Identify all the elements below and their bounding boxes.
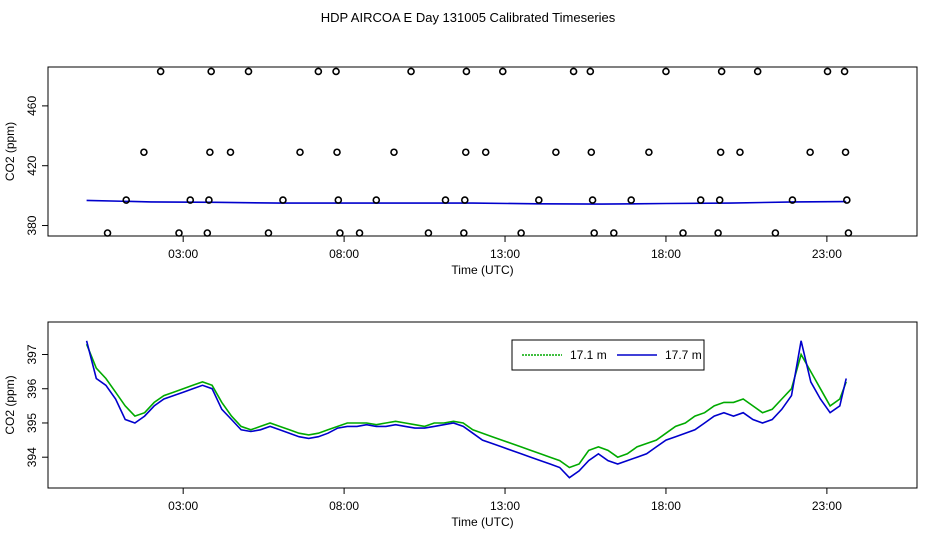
x-tick-label: 13:00 (490, 499, 520, 513)
data-point (264, 229, 273, 237)
data-point (186, 196, 195, 204)
data-point (205, 196, 213, 204)
plot-frame (47, 321, 918, 489)
data-point (226, 148, 235, 157)
data-point (586, 67, 595, 76)
x-axis-label: Time (UTC) (451, 263, 513, 277)
x-tick-label: 23:00 (812, 499, 842, 513)
legend: 17.1 m 17.7 m (511, 339, 705, 371)
data-point (610, 229, 618, 237)
data-point (716, 148, 725, 157)
data-point (336, 229, 344, 237)
y-axis-label: CO2 (ppm) (3, 122, 17, 181)
data-point (462, 67, 471, 76)
x-tick-label: 08:00 (329, 247, 359, 261)
data-point (841, 148, 850, 157)
data-point (460, 229, 468, 237)
data-point (175, 229, 183, 237)
data-point (535, 196, 543, 204)
data-point (771, 229, 780, 237)
y-tick-label: 394 (25, 447, 39, 467)
data-point (460, 196, 469, 204)
data-point (806, 148, 814, 157)
data-point (788, 196, 797, 204)
x-tick-label: 03:00 (168, 499, 198, 513)
data-point (736, 148, 744, 157)
x-axis-label: Time (UTC) (451, 515, 513, 529)
series-line-2 (85, 340, 847, 479)
data-point (844, 229, 853, 237)
data-point (627, 196, 635, 204)
data-point (461, 148, 470, 157)
data-point (569, 67, 578, 76)
data-point (156, 67, 165, 76)
data-point (122, 196, 131, 204)
chart-panel-2: 03:00 08:00 13:00 18:00 23:00 Time (UTC) 394 39… (3, 321, 918, 529)
plot-frame (47, 66, 918, 237)
series-line-1 (85, 343, 847, 469)
data-point (279, 196, 287, 204)
x-tick-label: 18:00 (651, 499, 681, 513)
data-point (424, 229, 433, 237)
y-axis-label: CO2 (ppm) (3, 375, 17, 434)
page-title: HDP AIRCOA E Day 131005 Calibrated Times… (320, 10, 616, 25)
data-point (588, 196, 597, 204)
y-tick-label: 395 (25, 413, 39, 433)
x-tick-label: 03:00 (168, 247, 198, 261)
data-point (390, 148, 398, 157)
data-point (372, 196, 381, 204)
data-point (843, 196, 851, 204)
data-point (103, 229, 112, 237)
data-point (696, 196, 705, 204)
data-point (441, 196, 450, 204)
data-point (332, 67, 340, 76)
data-point (823, 67, 832, 76)
data-point (355, 229, 364, 237)
data-point (717, 67, 726, 76)
data-point (552, 148, 560, 157)
data-point (753, 67, 762, 76)
series-line-1 (86, 199, 847, 205)
data-point (296, 148, 304, 157)
data-point (314, 67, 323, 76)
y-tick-label: 396 (25, 378, 39, 398)
y-tick-label: 420 (25, 155, 39, 175)
chart-panel-1: 03:00 08:00 13:00 18:00 23:00 Time (UTC) 380 42… (3, 66, 918, 277)
data-point (662, 67, 670, 76)
x-tick-label: 13:00 (490, 247, 520, 261)
data-point (498, 67, 507, 76)
data-point (203, 229, 212, 237)
data-point (714, 229, 722, 237)
data-point (481, 148, 490, 157)
y-tick-label: 380 (25, 215, 39, 235)
data-point (517, 229, 525, 237)
data-point (207, 67, 215, 76)
data-point (645, 148, 653, 157)
legend-label: 17.1 m (570, 348, 607, 362)
legend-label: 17.7 m (665, 348, 702, 362)
data-point (334, 196, 343, 204)
data-point (333, 148, 341, 157)
data-point (590, 229, 598, 237)
x-tick-label: 08:00 (329, 499, 359, 513)
data-point (715, 196, 724, 204)
x-tick-label: 18:00 (651, 247, 681, 261)
y-tick-label: 460 (25, 96, 39, 116)
data-point (679, 229, 687, 237)
data-point (407, 67, 415, 76)
x-tick-label: 23:00 (812, 247, 842, 261)
y-tick-label: 397 (25, 344, 39, 364)
data-point (244, 67, 253, 76)
data-point (840, 67, 849, 76)
data-point (140, 148, 148, 157)
data-point (587, 148, 596, 157)
data-point (206, 148, 214, 157)
